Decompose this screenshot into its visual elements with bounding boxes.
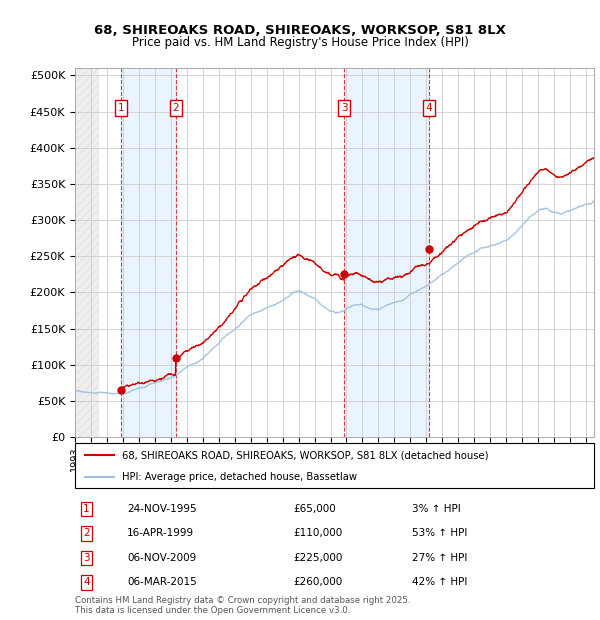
Text: This data is licensed under the Open Government Licence v3.0.: This data is licensed under the Open Gov…: [75, 606, 350, 616]
Text: 68, SHIREOAKS ROAD, SHIREOAKS, WORKSOP, S81 8LX (detached house): 68, SHIREOAKS ROAD, SHIREOAKS, WORKSOP, …: [122, 450, 488, 461]
Text: £110,000: £110,000: [293, 528, 342, 538]
Text: Contains HM Land Registry data © Crown copyright and database right 2025.: Contains HM Land Registry data © Crown c…: [75, 596, 410, 606]
Text: 24-NOV-1995: 24-NOV-1995: [127, 504, 197, 514]
Text: 42% ↑ HPI: 42% ↑ HPI: [412, 577, 468, 587]
Text: 4: 4: [426, 103, 433, 113]
Bar: [121, 68, 176, 437]
Text: 27% ↑ HPI: 27% ↑ HPI: [412, 553, 468, 563]
Text: 68, SHIREOAKS ROAD, SHIREOAKS, WORKSOP, S81 8LX: 68, SHIREOAKS ROAD, SHIREOAKS, WORKSOP, …: [94, 24, 506, 37]
Text: 1: 1: [83, 504, 90, 514]
Text: £225,000: £225,000: [293, 553, 343, 563]
Text: HPI: Average price, detached house, Bassetlaw: HPI: Average price, detached house, Bass…: [122, 472, 357, 482]
Text: 16-APR-1999: 16-APR-1999: [127, 528, 194, 538]
Text: 06-MAR-2015: 06-MAR-2015: [127, 577, 197, 587]
Text: 3: 3: [341, 103, 347, 113]
Text: 1: 1: [118, 103, 125, 113]
Text: 2: 2: [83, 528, 90, 538]
Text: 2: 2: [172, 103, 179, 113]
Text: 06-NOV-2009: 06-NOV-2009: [127, 553, 196, 563]
Text: Price paid vs. HM Land Registry's House Price Index (HPI): Price paid vs. HM Land Registry's House …: [131, 36, 469, 49]
Bar: [344, 68, 429, 437]
Text: 53% ↑ HPI: 53% ↑ HPI: [412, 528, 468, 538]
Text: 3% ↑ HPI: 3% ↑ HPI: [412, 504, 461, 514]
FancyBboxPatch shape: [75, 443, 594, 488]
Text: £260,000: £260,000: [293, 577, 342, 587]
Text: 4: 4: [83, 577, 90, 587]
Text: £65,000: £65,000: [293, 504, 336, 514]
Text: 3: 3: [83, 553, 90, 563]
